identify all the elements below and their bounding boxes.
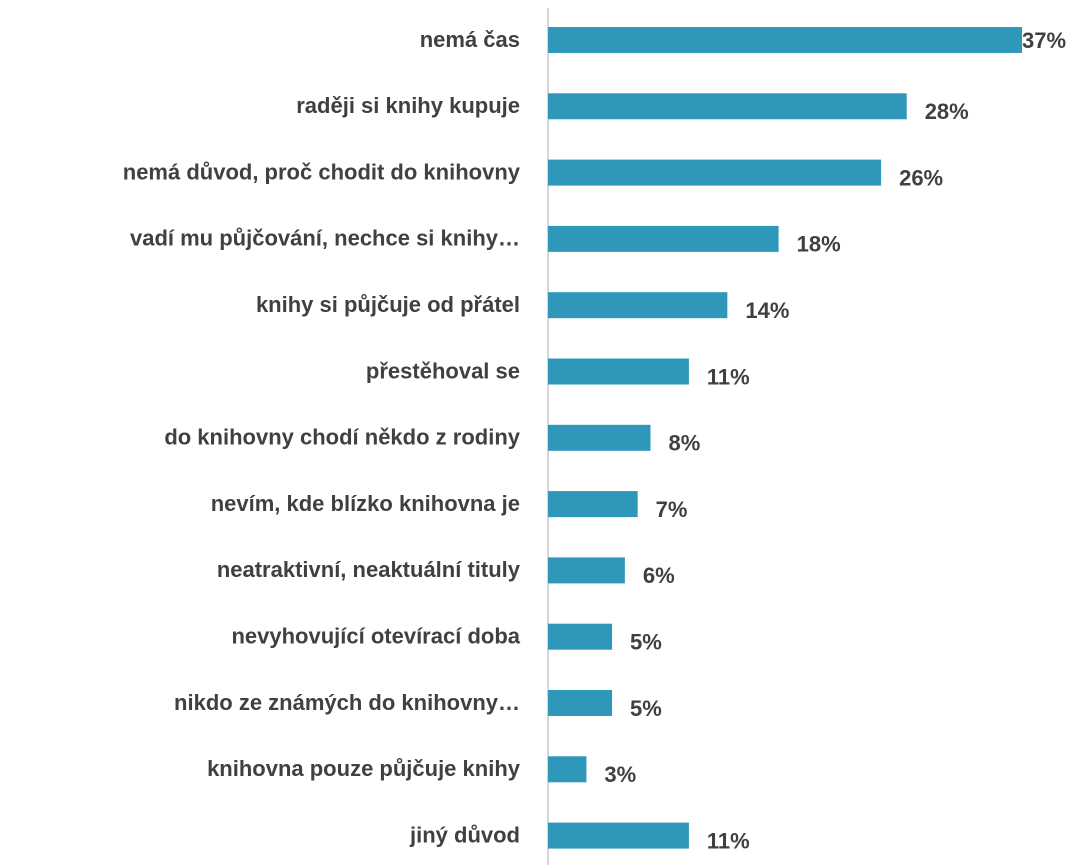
category-label: nevím, kde blízko knihovna je [211,491,520,516]
bar [548,756,587,783]
value-label: 8% [668,431,700,456]
bar [548,690,613,716]
value-label: 37% [1022,28,1066,53]
category-label: knihy si půjčuje od přátel [256,292,520,317]
category-label: nevyhovující otevírací doba [231,624,520,649]
bar [548,225,779,252]
bar [548,424,651,451]
category-label: nikdo ze známých do knihovny… [174,690,520,715]
value-label: 14% [745,298,789,323]
bar [548,93,907,120]
bar [548,822,689,849]
bar [548,292,728,319]
category-label: do knihovny chodí někdo z rodiny [164,425,520,450]
category-label: neatraktivní, neaktuální tituly [217,557,521,582]
bar [548,623,613,650]
bar [548,358,689,385]
bar [548,27,1022,53]
value-label: 3% [604,762,636,787]
value-label: 5% [630,696,662,721]
category-label: jiný důvod [409,822,520,847]
value-label: 18% [797,232,841,257]
category-label: přestěhoval se [366,358,520,383]
category-label: knihovna pouze půjčuje knihy [207,756,521,781]
value-label: 6% [643,563,675,588]
value-label: 11% [707,828,750,853]
bar [548,491,638,518]
value-label: 7% [656,497,688,522]
value-label: 11% [707,364,750,389]
category-label: vadí mu půjčování, nechce si knihy… [130,226,520,251]
category-label: nemá čas [420,27,520,52]
category-label: nemá důvod, proč chodit do knihovny [123,159,521,184]
category-label: raději si knihy kupuje [296,93,520,118]
bar [548,159,882,186]
value-label: 26% [899,165,943,190]
value-label: 5% [630,630,662,655]
value-label: 28% [925,99,969,124]
bar [548,557,625,584]
